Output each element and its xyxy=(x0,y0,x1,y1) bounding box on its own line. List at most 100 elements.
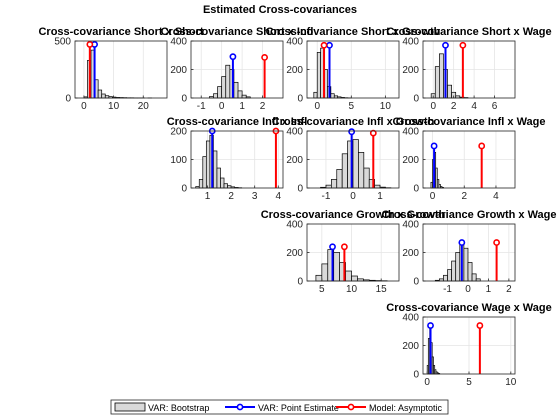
y-tick-label: 200 xyxy=(286,155,303,166)
bootstrap-bar xyxy=(353,140,358,188)
bootstrap-bar xyxy=(448,270,452,281)
panel-title: Cross-covariance Infl x Wage xyxy=(392,116,545,128)
y-tick-label: 200 xyxy=(286,248,303,259)
legend-model-marker xyxy=(348,404,353,409)
y-tick-label: 0 xyxy=(413,277,419,288)
x-tick-label: 10 xyxy=(505,377,517,388)
model-asymptotic-marker xyxy=(321,43,326,48)
x-tick-label: 1 xyxy=(239,101,245,112)
bootstrap-bar xyxy=(217,168,221,188)
y-tick-label: 200 xyxy=(402,248,419,259)
point-estimate-marker xyxy=(230,54,235,59)
bootstrap-bar xyxy=(314,92,317,98)
x-tick-label: 2 xyxy=(260,101,266,112)
legend-model-label: Model: Asymptotic xyxy=(369,403,443,413)
x-tick-label: 0 xyxy=(424,377,430,388)
x-tick-label: 0 xyxy=(219,101,225,112)
x-tick-label: 0 xyxy=(430,191,436,202)
bootstrap-bar xyxy=(342,154,347,188)
model-asymptotic-marker xyxy=(87,42,92,47)
y-tick-label: 400 xyxy=(402,313,419,324)
x-tick-label: 6 xyxy=(492,101,498,112)
point-estimate-marker xyxy=(432,143,437,148)
x-tick-label: 0 xyxy=(81,101,87,112)
x-tick-label: 20 xyxy=(138,101,150,112)
x-tick-label: 2 xyxy=(451,101,457,112)
x-tick-label: 0 xyxy=(430,101,436,112)
model-asymptotic-marker xyxy=(479,143,484,148)
x-tick-label: 4 xyxy=(493,191,499,202)
model-asymptotic-marker xyxy=(494,240,499,245)
y-tick-label: 200 xyxy=(402,155,419,166)
y-tick-label: 400 xyxy=(286,37,303,48)
bootstrap-bar xyxy=(464,248,468,281)
y-tick-label: 0 xyxy=(181,184,187,195)
bootstrap-bar xyxy=(331,94,334,98)
y-tick-label: 0 xyxy=(413,370,419,381)
bootstrap-bar xyxy=(326,185,331,188)
x-tick-label: 5 xyxy=(319,284,325,295)
bootstrap-bar xyxy=(317,52,320,98)
x-tick-label: 0 xyxy=(465,284,471,295)
x-tick-label: 4 xyxy=(276,191,282,202)
bootstrap-bar xyxy=(206,141,210,188)
x-tick-label: -1 xyxy=(443,284,452,295)
x-tick-label: 15 xyxy=(376,284,388,295)
y-tick-label: 400 xyxy=(402,127,419,138)
x-tick-label: 5 xyxy=(349,101,355,112)
x-tick-label: 10 xyxy=(346,284,358,295)
y-tick-label: 200 xyxy=(402,341,419,352)
y-tick-label: 200 xyxy=(286,65,303,76)
bootstrap-bar xyxy=(242,95,246,98)
bootstrap-bar xyxy=(435,67,439,98)
y-tick-label: 0 xyxy=(65,94,71,105)
x-tick-label: 2 xyxy=(461,191,467,202)
point-estimate-marker xyxy=(459,240,464,245)
bootstrap-bar xyxy=(358,152,363,188)
legend-bootstrap-swatch xyxy=(115,403,145,411)
bootstrap-bar xyxy=(220,178,224,188)
y-tick-label: 200 xyxy=(170,65,187,76)
x-tick-label: 10 xyxy=(380,101,392,112)
point-estimate-marker xyxy=(327,43,332,48)
bootstrap-bar xyxy=(213,151,217,188)
bootstrap-bar xyxy=(375,185,380,188)
point-estimate-marker xyxy=(428,323,433,328)
bootstrap-bar xyxy=(226,65,230,98)
y-tick-label: 400 xyxy=(286,220,303,231)
bootstrap-bar xyxy=(222,77,226,98)
bootstrap-bar xyxy=(199,179,203,188)
x-tick-label: 4 xyxy=(471,101,477,112)
panel-title: Cross-covariance Wage x Wage xyxy=(386,302,551,314)
y-tick-label: 400 xyxy=(402,37,419,48)
bootstrap-bar xyxy=(224,184,228,188)
x-tick-label: 1 xyxy=(205,191,211,202)
panel-title: Cross-covariance Growth x Wage xyxy=(381,209,556,221)
bootstrap-bar xyxy=(218,87,222,98)
x-tick-label: 1 xyxy=(377,191,383,202)
point-estimate-marker xyxy=(330,244,335,249)
y-tick-label: 0 xyxy=(413,184,419,195)
legend-bootstrap-label: VAR: Bootstrap xyxy=(148,403,209,413)
x-tick-label: 10 xyxy=(108,101,120,112)
bootstrap-bar xyxy=(213,94,217,98)
bootstrap-bar xyxy=(334,253,340,282)
bootstrap-bar xyxy=(439,54,443,98)
model-asymptotic-marker xyxy=(477,323,482,328)
x-tick-label: -1 xyxy=(321,191,330,202)
panel-title: Cross-covariance Short x Wage xyxy=(386,26,551,38)
bootstrap-bar xyxy=(443,275,447,281)
legend-point-marker xyxy=(237,404,242,409)
bootstrap-bar xyxy=(98,90,102,98)
figure-title: Estimated Cross-covariances xyxy=(203,4,357,16)
bootstrap-bar xyxy=(331,179,336,188)
y-tick-label: 400 xyxy=(402,220,419,231)
point-estimate-marker xyxy=(443,43,448,48)
y-tick-label: 400 xyxy=(286,127,303,138)
bootstrap-bar xyxy=(468,262,472,281)
x-tick-label: 5 xyxy=(466,377,472,388)
